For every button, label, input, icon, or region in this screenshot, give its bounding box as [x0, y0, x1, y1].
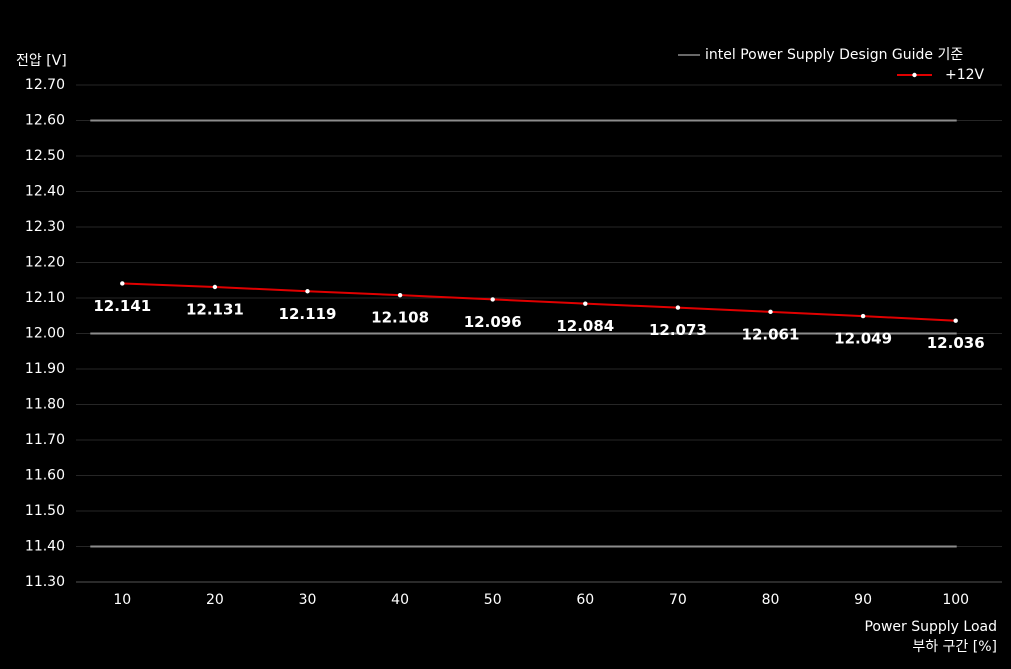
y-tick-label: 11.70 [25, 432, 65, 448]
data-point [120, 281, 125, 286]
y-tick-label: 12.40 [25, 184, 65, 200]
data-label: 12.084 [556, 317, 614, 335]
data-label: 12.119 [279, 305, 337, 323]
x-tick-label: 40 [391, 592, 409, 608]
x-tick-label: 20 [206, 592, 224, 608]
data-point [305, 289, 310, 294]
x-tick-label: 70 [669, 592, 687, 608]
y-tick-label: 12.60 [25, 113, 65, 129]
data-point [860, 313, 866, 319]
data-point [953, 318, 958, 323]
y-tick-label: 11.30 [25, 574, 65, 590]
data-label: 12.141 [93, 297, 151, 315]
y-tick-label: 12.30 [25, 219, 65, 235]
data-point [675, 305, 681, 310]
y-tick-label: 12.00 [25, 326, 65, 342]
y-tick-label: 11.90 [25, 361, 65, 377]
y-tick-label: 12.20 [25, 255, 65, 271]
x-axis-label: Power Supply Load [864, 619, 997, 635]
data-point [583, 301, 588, 306]
data-point [768, 309, 773, 315]
x-tick-label: 90 [854, 592, 872, 608]
series-line [122, 282, 956, 322]
x-tick-label: 30 [299, 592, 317, 608]
x-axis-label: 부하 구간 [%] [912, 639, 997, 655]
legend-marker [912, 72, 917, 78]
data-label: 12.073 [649, 321, 707, 339]
y-tick-label: 11.40 [25, 539, 65, 555]
legend-label: +12V [945, 67, 985, 83]
y-tick-label: 12.50 [25, 148, 65, 164]
data-label: 12.036 [927, 334, 985, 352]
y-tick-label: 12.70 [25, 77, 65, 93]
data-point [212, 284, 218, 290]
y-tick-label: 11.60 [25, 468, 65, 484]
x-tick-label: 60 [576, 592, 594, 608]
data-label: 12.061 [742, 325, 800, 343]
y-axis-label: 전압 [V] [16, 53, 67, 69]
legend-label: intel Power Supply Design Guide 기준 [705, 47, 963, 63]
y-tick-label: 11.50 [25, 503, 65, 519]
y-tick-label: 11.80 [25, 397, 65, 413]
x-tick-label: 100 [942, 592, 969, 608]
x-tick-label: 50 [484, 592, 502, 608]
x-tick-label: 10 [113, 592, 131, 608]
y-tick-label: 12.10 [25, 290, 65, 306]
data-label: 12.108 [371, 309, 429, 327]
data-label: 12.131 [186, 300, 244, 318]
x-tick-label: 80 [762, 592, 780, 608]
data-label: 12.049 [834, 330, 892, 348]
data-point [490, 297, 495, 302]
data-point [397, 292, 403, 298]
data-label: 12.096 [464, 313, 522, 331]
